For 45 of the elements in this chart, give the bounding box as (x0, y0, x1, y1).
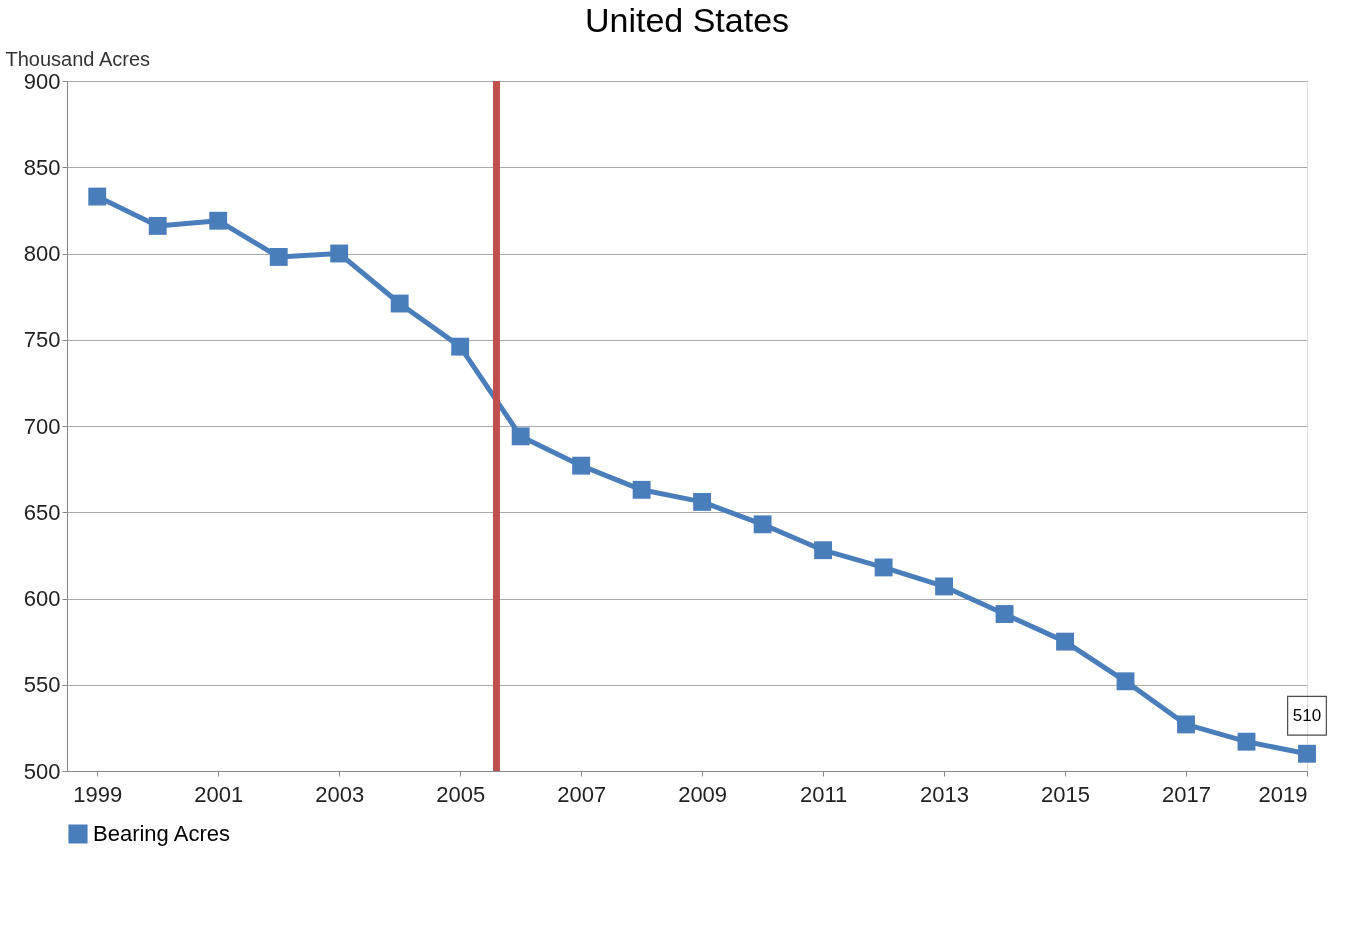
point (995, 605, 1014, 623)
point (1056, 632, 1074, 651)
x-tick-label: 2003 (315, 781, 365, 807)
x-tick-label: 1999 (73, 781, 123, 807)
x-tick-label: 2019 (1258, 781, 1308, 807)
x-tick-label: 2005 (436, 781, 486, 807)
y-tick-label: 500 (23, 758, 61, 784)
y-tick-label: 650 (23, 499, 61, 525)
y-tick-label: 700 (23, 413, 61, 439)
point (935, 577, 954, 596)
point (1237, 732, 1256, 751)
y-tick-label: 750 (23, 327, 61, 353)
point (1116, 672, 1135, 691)
point (269, 248, 288, 266)
y-tick-label: 800 (23, 241, 61, 266)
x-tick-label: 2017 (1162, 781, 1211, 807)
point (572, 456, 591, 475)
point (209, 211, 228, 230)
point (753, 515, 772, 534)
y-axis-title: Thousand Acres (5, 47, 151, 70)
x-tick-label: 2013 (920, 781, 970, 807)
legend-label: Bearing Acres (93, 821, 230, 846)
x-tick-label: 2001 (194, 781, 244, 807)
y-tick-label: 850 (23, 154, 61, 180)
point (814, 541, 833, 560)
point (88, 187, 107, 206)
point (1298, 744, 1316, 763)
point (148, 216, 167, 235)
point (390, 294, 409, 313)
y-tick-label: 600 (23, 586, 61, 611)
x-tick-label: 2015 (1041, 781, 1091, 807)
y-tick-label: 550 (23, 672, 61, 698)
point (693, 492, 712, 511)
point (874, 558, 893, 577)
point (511, 427, 530, 446)
annotation: 510 (1292, 705, 1322, 725)
y-tick-label: 900 (23, 68, 61, 94)
point (451, 337, 470, 356)
x-tick-label: 2009 (678, 781, 728, 807)
chart-title: United States (584, 1, 790, 39)
point (632, 480, 651, 499)
point (330, 244, 349, 263)
x-tick-label: 2011 (799, 781, 848, 807)
x-tick-label: 2007 (557, 781, 607, 807)
point (1177, 715, 1195, 734)
